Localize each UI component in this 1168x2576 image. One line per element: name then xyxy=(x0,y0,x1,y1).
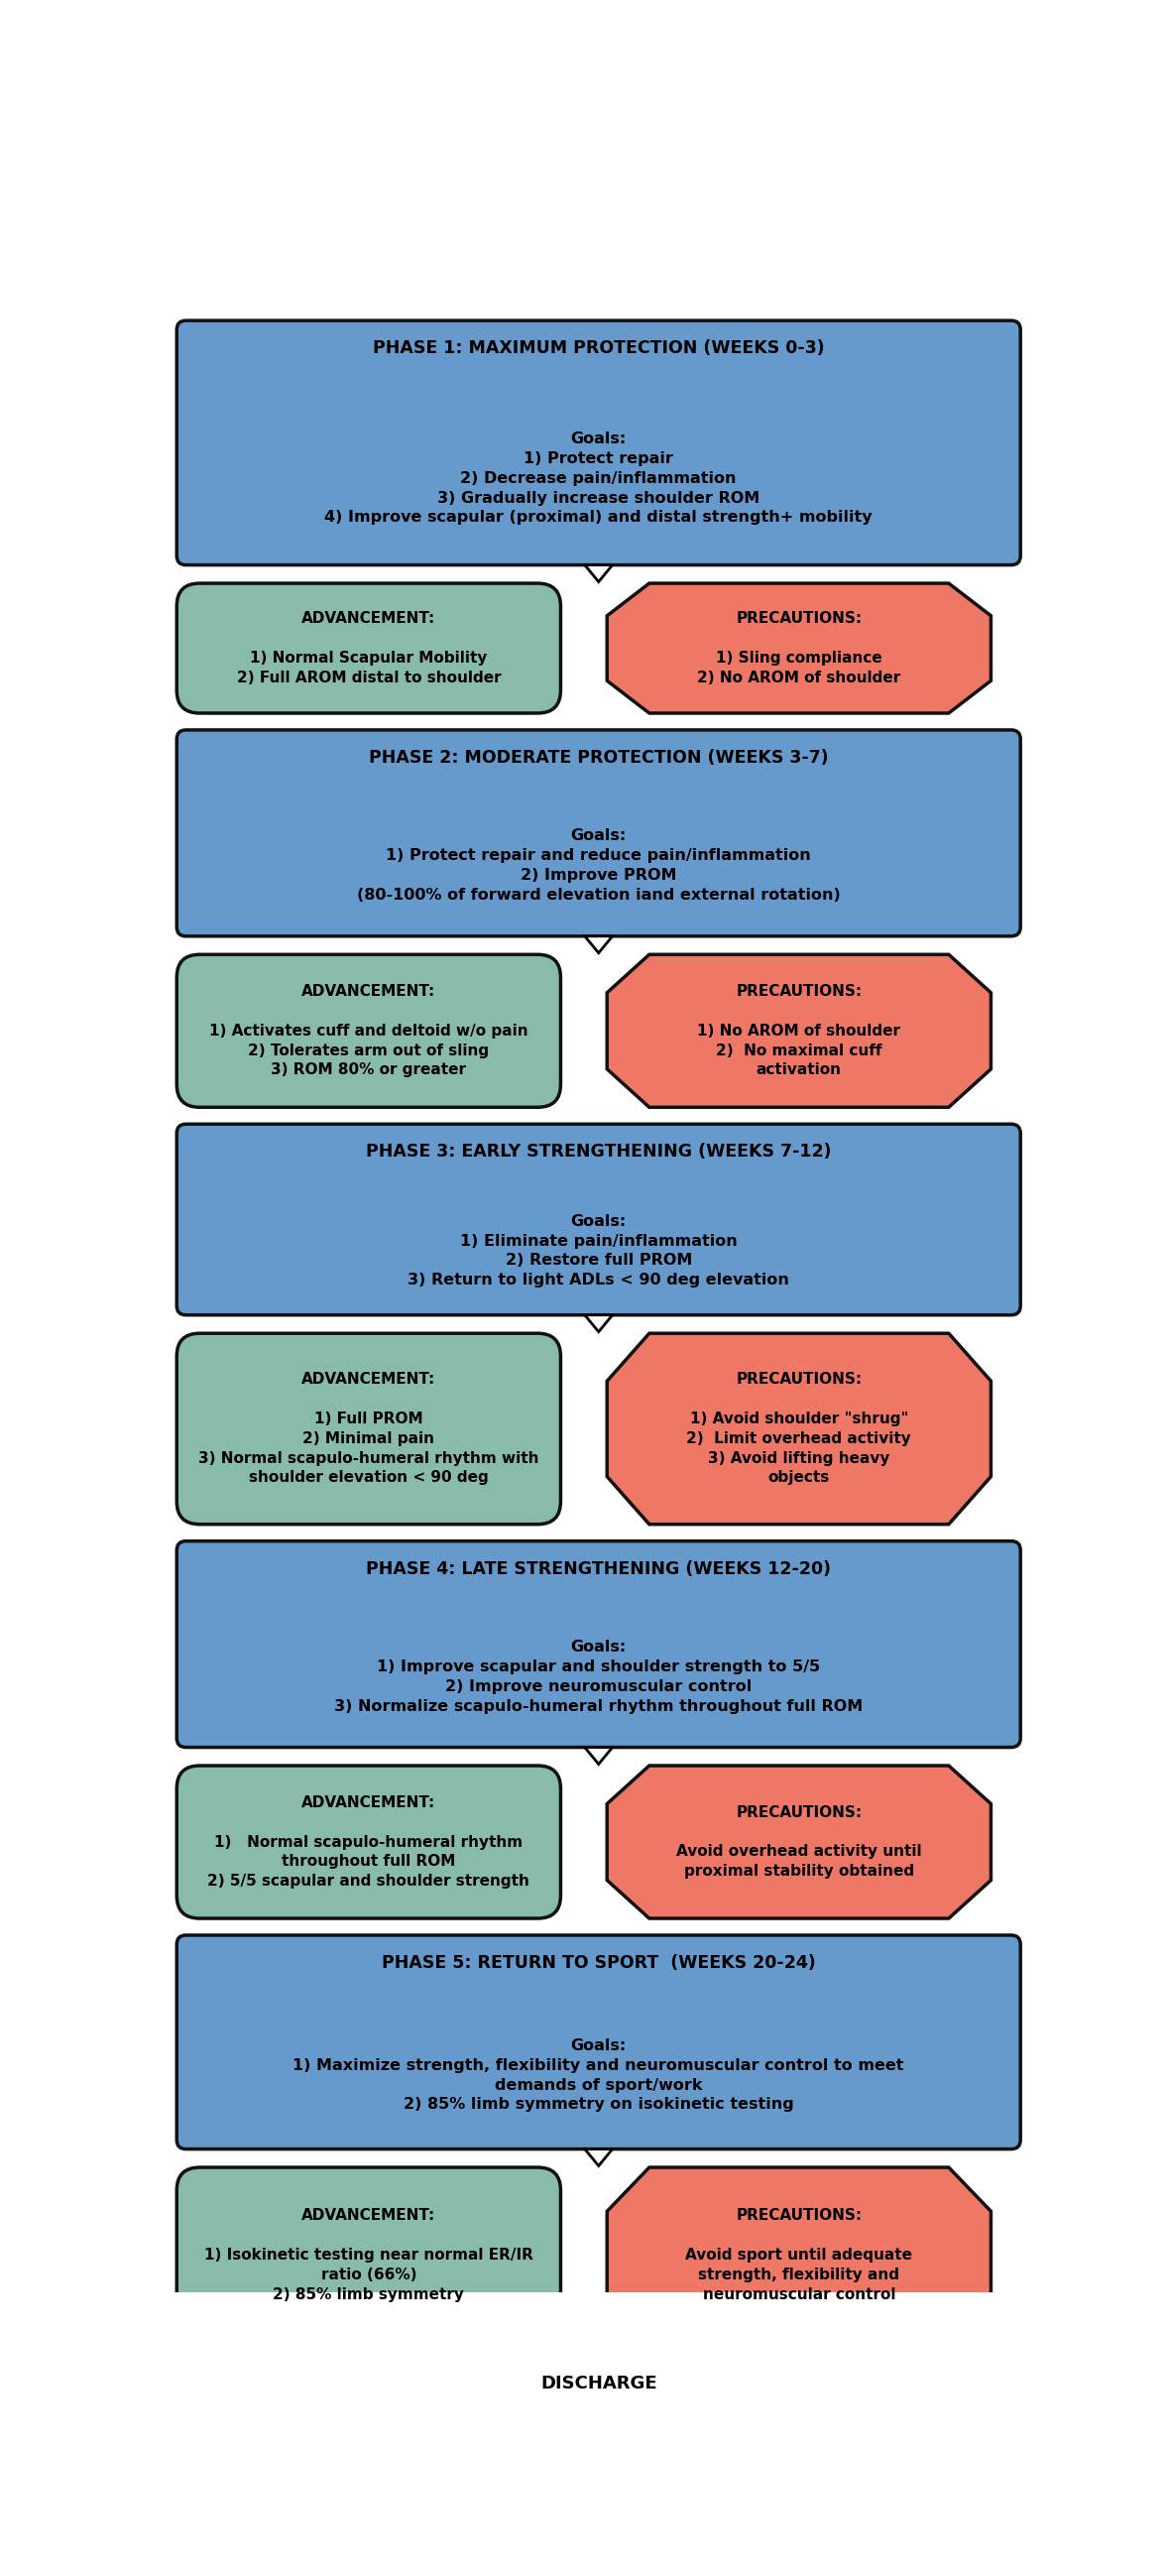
Text: PRECAUTIONS:

1) Sling compliance
2) No AROM of shoulder: PRECAUTIONS: 1) Sling compliance 2) No A… xyxy=(697,611,901,685)
Polygon shape xyxy=(585,2352,612,2370)
Text: Goals:
1) Maximize strength, flexibility and neuromuscular control to meet
deman: Goals: 1) Maximize strength, flexibility… xyxy=(293,2038,904,2112)
FancyBboxPatch shape xyxy=(176,1765,561,1919)
Text: DISCHARGE: DISCHARGE xyxy=(541,2375,656,2393)
FancyBboxPatch shape xyxy=(176,1935,1021,2148)
Polygon shape xyxy=(607,2166,990,2344)
FancyBboxPatch shape xyxy=(176,1334,561,1525)
Text: PHASE 5: RETURN TO SPORT  (WEEKS 20-24): PHASE 5: RETURN TO SPORT (WEEKS 20-24) xyxy=(382,1955,815,1973)
FancyBboxPatch shape xyxy=(176,729,1021,935)
Text: PHASE 1: MAXIMUM PROTECTION (WEEKS 0-3): PHASE 1: MAXIMUM PROTECTION (WEEKS 0-3) xyxy=(373,340,825,358)
Polygon shape xyxy=(585,935,612,953)
FancyBboxPatch shape xyxy=(176,319,1021,564)
Polygon shape xyxy=(607,956,990,1108)
Polygon shape xyxy=(585,1747,612,1765)
FancyBboxPatch shape xyxy=(176,1540,1021,1747)
Text: Goals:
1) Eliminate pain/inflammation
2) Restore full PROM
3) Return to light AD: Goals: 1) Eliminate pain/inflammation 2)… xyxy=(408,1213,790,1288)
FancyBboxPatch shape xyxy=(176,956,561,1108)
Polygon shape xyxy=(607,1765,990,1919)
Text: PHASE 4: LATE STRENGTHENING (WEEKS 12-20): PHASE 4: LATE STRENGTHENING (WEEKS 12-20… xyxy=(366,1561,832,1579)
FancyBboxPatch shape xyxy=(176,582,561,714)
Text: Goals:
1) Protect repair
2) Decrease pain/inflammation
3) Gradually increase sho: Goals: 1) Protect repair 2) Decrease pai… xyxy=(325,433,872,526)
Text: PRECAUTIONS:

1) No AROM of shoulder
2)  No maximal cuff
activation: PRECAUTIONS: 1) No AROM of shoulder 2) N… xyxy=(697,984,901,1077)
Text: PRECAUTIONS:

Avoid sport until adequate
strength, flexibility and
neuromuscular: PRECAUTIONS: Avoid sport until adequate … xyxy=(686,2208,912,2303)
Text: ADVANCEMENT:

1) Activates cuff and deltoid w/o pain
2) Tolerates arm out of sli: ADVANCEMENT: 1) Activates cuff and delto… xyxy=(209,984,528,1077)
Text: ADVANCEMENT:

1) Normal Scapular Mobility
2) Full AROM distal to shoulder: ADVANCEMENT: 1) Normal Scapular Mobility… xyxy=(236,611,501,685)
Text: ADVANCEMENT:

1)   Normal scapulo-humeral rhythm
throughout full ROM
2) 5/5 scap: ADVANCEMENT: 1) Normal scapulo-humeral r… xyxy=(208,1795,530,1888)
Polygon shape xyxy=(607,582,990,714)
Text: PRECAUTIONS:

Avoid overhead activity until
proximal stability obtained: PRECAUTIONS: Avoid overhead activity unt… xyxy=(676,1806,922,1878)
Text: Goals:
1) Protect repair and reduce pain/inflammation
2) Improve PROM
(80-100% o: Goals: 1) Protect repair and reduce pain… xyxy=(356,829,841,902)
FancyBboxPatch shape xyxy=(176,1123,1021,1314)
FancyBboxPatch shape xyxy=(176,2166,561,2344)
Text: PRECAUTIONS:

1) Avoid shoulder "shrug"
2)  Limit overhead activity
3) Avoid lif: PRECAUTIONS: 1) Avoid shoulder "shrug" 2… xyxy=(687,1373,911,1486)
Text: Goals:
1) Improve scapular and shoulder strength to 5/5
2) Improve neuromuscular: Goals: 1) Improve scapular and shoulder … xyxy=(334,1641,863,1713)
Polygon shape xyxy=(585,2148,612,2166)
Text: PHASE 2: MODERATE PROTECTION (WEEKS 3-7): PHASE 2: MODERATE PROTECTION (WEEKS 3-7) xyxy=(369,750,828,768)
Polygon shape xyxy=(585,564,612,582)
Text: PHASE 3: EARLY STRENGTHENING (WEEKS 7-12): PHASE 3: EARLY STRENGTHENING (WEEKS 7-12… xyxy=(366,1144,832,1162)
FancyBboxPatch shape xyxy=(380,2360,818,2406)
Polygon shape xyxy=(607,1334,990,1525)
Text: ADVANCEMENT:

1) Full PROM
2) Minimal pain
3) Normal scapulo-humeral rhythm with: ADVANCEMENT: 1) Full PROM 2) Minimal pai… xyxy=(199,1373,538,1486)
Text: ADVANCEMENT:

1) Isokinetic testing near normal ER/IR
ratio (66%)
2) 85% limb sy: ADVANCEMENT: 1) Isokinetic testing near … xyxy=(204,2208,534,2303)
Polygon shape xyxy=(585,1314,612,1332)
